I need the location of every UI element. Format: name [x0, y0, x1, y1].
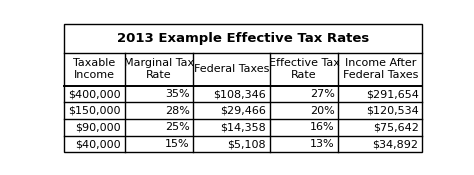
Text: $150,000: $150,000	[69, 106, 121, 116]
Text: 16%: 16%	[310, 122, 335, 132]
Text: 15%: 15%	[165, 139, 190, 149]
Text: 13%: 13%	[310, 139, 335, 149]
Text: $14,358: $14,358	[220, 122, 266, 132]
Text: 35%: 35%	[165, 89, 190, 99]
Text: 27%: 27%	[310, 89, 335, 99]
Text: $108,346: $108,346	[213, 89, 266, 99]
Text: $29,466: $29,466	[220, 106, 266, 116]
Text: $34,892: $34,892	[373, 139, 419, 149]
Text: $40,000: $40,000	[75, 139, 121, 149]
Text: 28%: 28%	[165, 106, 190, 116]
Text: $5,108: $5,108	[228, 139, 266, 149]
Text: Marginal Tax
Rate: Marginal Tax Rate	[124, 58, 194, 80]
Text: $291,654: $291,654	[365, 89, 419, 99]
Text: $75,642: $75,642	[373, 122, 419, 132]
Text: $120,534: $120,534	[366, 106, 419, 116]
Text: Income After
Federal Taxes: Income After Federal Taxes	[343, 58, 418, 80]
Text: 25%: 25%	[165, 122, 190, 132]
Text: $400,000: $400,000	[68, 89, 121, 99]
Text: $90,000: $90,000	[75, 122, 121, 132]
Text: Federal Taxes: Federal Taxes	[194, 64, 269, 74]
Text: Taxable
Income: Taxable Income	[73, 58, 115, 80]
Text: 20%: 20%	[310, 106, 335, 116]
Text: 2013 Example Effective Tax Rates: 2013 Example Effective Tax Rates	[117, 32, 369, 45]
Text: Effective Tax
Rate: Effective Tax Rate	[268, 58, 339, 80]
